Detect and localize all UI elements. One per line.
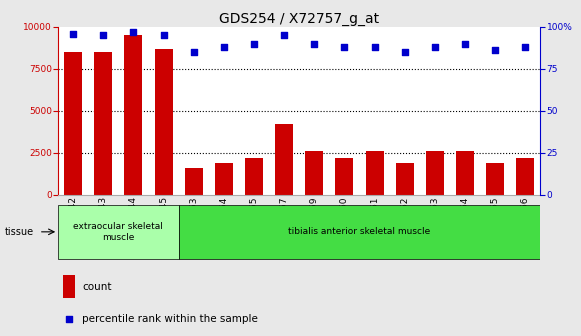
Point — [219, 44, 228, 50]
Point — [340, 44, 349, 50]
Bar — [64, 52, 83, 195]
Point — [64, 316, 73, 321]
Bar — [426, 151, 444, 195]
Text: tissue: tissue — [5, 227, 34, 237]
Bar — [155, 49, 173, 195]
Bar — [63, 275, 75, 298]
Bar — [58, 205, 179, 259]
Point — [159, 33, 168, 38]
Bar — [516, 158, 535, 195]
Bar — [365, 151, 383, 195]
Point — [129, 29, 138, 35]
Bar — [486, 163, 504, 195]
Point — [460, 41, 469, 46]
Bar — [245, 158, 263, 195]
Bar — [396, 163, 414, 195]
Point — [310, 41, 319, 46]
Bar — [335, 158, 353, 195]
Point — [189, 49, 198, 55]
Point — [370, 44, 379, 50]
Text: extraocular skeletal
muscle: extraocular skeletal muscle — [73, 222, 163, 242]
Text: percentile rank within the sample: percentile rank within the sample — [83, 313, 258, 324]
Bar — [275, 124, 293, 195]
Point — [249, 41, 259, 46]
Title: GDS254 / X72757_g_at: GDS254 / X72757_g_at — [219, 12, 379, 26]
Point — [521, 44, 530, 50]
Point — [99, 33, 108, 38]
Point — [279, 33, 289, 38]
Text: count: count — [83, 282, 112, 292]
Bar — [179, 205, 540, 259]
Point — [69, 31, 78, 36]
Bar — [185, 168, 203, 195]
Bar — [94, 52, 112, 195]
Bar — [305, 151, 324, 195]
Bar — [124, 35, 142, 195]
Point — [490, 48, 500, 53]
Text: tibialis anterior skeletal muscle: tibialis anterior skeletal muscle — [288, 227, 431, 236]
Point — [430, 44, 439, 50]
Bar — [215, 163, 233, 195]
Bar — [456, 151, 474, 195]
Point — [400, 49, 410, 55]
